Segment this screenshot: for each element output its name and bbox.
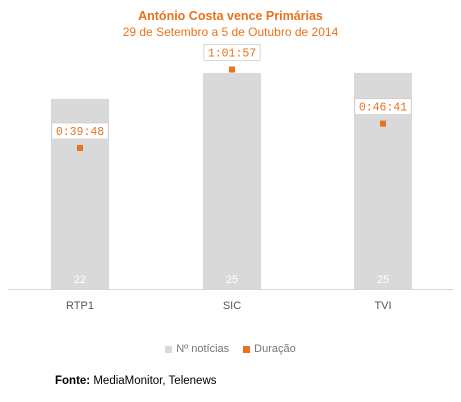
bar-sic [203, 72, 261, 289]
chart-subtitle: 29 de Setembro a 5 de Outubro de 2014 [122, 25, 339, 39]
chart-title: António Costa vence Primárias [138, 9, 323, 23]
duration-point [380, 120, 386, 127]
duration-label-box [51, 122, 109, 140]
duration-point [77, 144, 83, 151]
x-tick-label: RTP1 [66, 300, 94, 312]
duration-point [229, 66, 235, 73]
source-note: Fonte: MediaMonitor, Telenews [55, 375, 217, 387]
bar-value-label: 25 [377, 274, 389, 286]
duration-label-box [203, 44, 261, 61]
duration-label: 0:39:48 [56, 126, 104, 139]
chart-legend: Nº notícias Duração [0, 343, 461, 355]
bar-value-label: 25 [226, 274, 238, 286]
legend-item-noticias: Nº notícias [165, 343, 229, 355]
source-label: Fonte: [55, 375, 91, 387]
duration-label: 1:01:57 [208, 48, 256, 61]
bar-value-label: 22 [74, 274, 86, 286]
x-tick-label: SIC [223, 300, 241, 312]
legend-label-duracao: Duração [254, 343, 296, 355]
legend-swatch-point [243, 345, 251, 353]
legend-label-noticias: Nº notícias [176, 343, 230, 355]
legend-swatch-bar [165, 345, 173, 353]
duration-label: 0:46:41 [359, 102, 407, 115]
source-text: MediaMonitor, Telenews [93, 375, 217, 387]
duration-label-box [354, 98, 412, 116]
bar-chart: 22 RTP1 0:39:48 25 SIC 1:01:57 25 TVI 0:46:41 [8, 44, 453, 312]
x-tick-label: TVI [374, 300, 391, 312]
legend-item-duracao: Duração [243, 343, 296, 355]
